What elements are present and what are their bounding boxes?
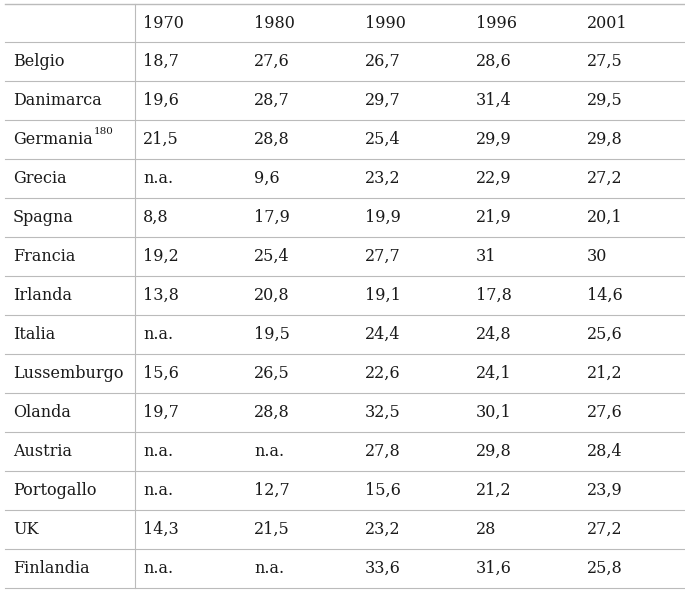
Text: n.a.: n.a. — [143, 560, 173, 577]
Text: n.a.: n.a. — [254, 560, 284, 577]
Text: 25,4: 25,4 — [254, 248, 290, 265]
Text: 19,9: 19,9 — [365, 209, 401, 226]
Text: 19,7: 19,7 — [143, 404, 179, 421]
Text: 21,2: 21,2 — [476, 482, 512, 499]
Text: Italia: Italia — [13, 326, 55, 343]
Text: 8,8: 8,8 — [143, 209, 169, 226]
Text: 13,8: 13,8 — [143, 287, 179, 304]
Text: 28,4: 28,4 — [587, 443, 623, 460]
Text: 28,6: 28,6 — [476, 53, 512, 70]
Text: 9,6: 9,6 — [254, 170, 279, 187]
Text: 28: 28 — [476, 521, 497, 538]
Text: 27,2: 27,2 — [587, 170, 623, 187]
Text: 27,2: 27,2 — [587, 521, 623, 538]
Text: Francia: Francia — [13, 248, 75, 265]
Text: 1990: 1990 — [365, 14, 406, 31]
Text: 24,8: 24,8 — [476, 326, 512, 343]
Text: 31: 31 — [476, 248, 497, 265]
Text: 30: 30 — [587, 248, 608, 265]
Text: n.a.: n.a. — [143, 170, 173, 187]
Text: 20,8: 20,8 — [254, 287, 290, 304]
Text: 29,5: 29,5 — [587, 92, 623, 109]
Text: 25,6: 25,6 — [587, 326, 623, 343]
Text: n.a.: n.a. — [143, 482, 173, 499]
Text: 20,1: 20,1 — [587, 209, 623, 226]
Text: 31,6: 31,6 — [476, 560, 512, 577]
Text: 19,6: 19,6 — [143, 92, 179, 109]
Text: 28,7: 28,7 — [254, 92, 290, 109]
Text: n.a.: n.a. — [143, 443, 173, 460]
Text: 19,2: 19,2 — [143, 248, 179, 265]
Text: 21,9: 21,9 — [476, 209, 512, 226]
Text: 29,7: 29,7 — [365, 92, 401, 109]
Text: 1970: 1970 — [143, 14, 184, 31]
Text: 21,2: 21,2 — [587, 365, 623, 382]
Text: Irlanda: Irlanda — [13, 287, 72, 304]
Text: Spagna: Spagna — [13, 209, 74, 226]
Text: 25,4: 25,4 — [365, 131, 401, 148]
Text: 22,6: 22,6 — [365, 365, 401, 382]
Text: 180: 180 — [94, 127, 114, 136]
Text: 23,2: 23,2 — [365, 170, 401, 187]
Text: 25,8: 25,8 — [587, 560, 623, 577]
Text: 21,5: 21,5 — [143, 131, 179, 148]
Text: Portogallo: Portogallo — [13, 482, 97, 499]
Text: 24,1: 24,1 — [476, 365, 512, 382]
Text: 1996: 1996 — [476, 14, 517, 31]
Text: 22,9: 22,9 — [476, 170, 512, 187]
Text: Germania: Germania — [13, 131, 92, 148]
Text: 26,7: 26,7 — [365, 53, 401, 70]
Text: 17,9: 17,9 — [254, 209, 290, 226]
Text: 15,6: 15,6 — [365, 482, 401, 499]
Text: 29,8: 29,8 — [587, 131, 623, 148]
Text: 29,8: 29,8 — [476, 443, 512, 460]
Text: 29,9: 29,9 — [476, 131, 512, 148]
Text: 28,8: 28,8 — [254, 404, 290, 421]
Text: 14,6: 14,6 — [587, 287, 623, 304]
Text: 26,5: 26,5 — [254, 365, 290, 382]
Text: 12,7: 12,7 — [254, 482, 290, 499]
Text: 14,3: 14,3 — [143, 521, 179, 538]
Text: 31,4: 31,4 — [476, 92, 512, 109]
Text: 28,8: 28,8 — [254, 131, 290, 148]
Text: Olanda: Olanda — [13, 404, 71, 421]
Text: 2001: 2001 — [587, 14, 627, 31]
Text: 19,5: 19,5 — [254, 326, 290, 343]
Text: 24,4: 24,4 — [365, 326, 401, 343]
Text: 27,8: 27,8 — [365, 443, 401, 460]
Text: 27,7: 27,7 — [365, 248, 401, 265]
Text: 30,1: 30,1 — [476, 404, 512, 421]
Text: 27,6: 27,6 — [587, 404, 623, 421]
Text: n.a.: n.a. — [254, 443, 284, 460]
Text: 21,5: 21,5 — [254, 521, 290, 538]
Text: Belgio: Belgio — [13, 53, 64, 70]
Text: 32,5: 32,5 — [365, 404, 401, 421]
Text: 19,1: 19,1 — [365, 287, 401, 304]
Text: 17,8: 17,8 — [476, 287, 512, 304]
Text: Grecia: Grecia — [13, 170, 66, 187]
Text: 23,2: 23,2 — [365, 521, 401, 538]
Text: 18,7: 18,7 — [143, 53, 179, 70]
Text: Austria: Austria — [13, 443, 72, 460]
Text: 27,6: 27,6 — [254, 53, 290, 70]
Text: Finlandia: Finlandia — [13, 560, 90, 577]
Text: 1980: 1980 — [254, 14, 295, 31]
Text: 27,5: 27,5 — [587, 53, 623, 70]
Text: 33,6: 33,6 — [365, 560, 401, 577]
Text: 15,6: 15,6 — [143, 365, 179, 382]
Text: Danimarca: Danimarca — [13, 92, 102, 109]
Text: UK: UK — [13, 521, 38, 538]
Text: 23,9: 23,9 — [587, 482, 623, 499]
Text: n.a.: n.a. — [143, 326, 173, 343]
Text: Lussemburgo: Lussemburgo — [13, 365, 123, 382]
